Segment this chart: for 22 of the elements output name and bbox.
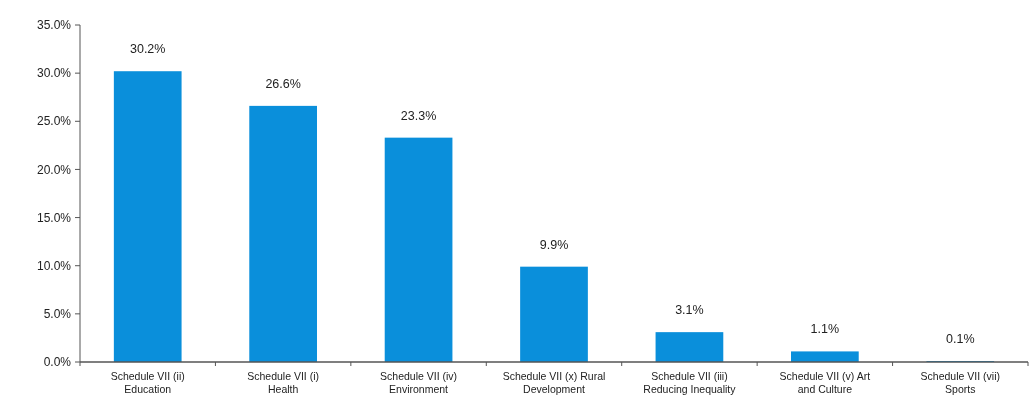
x-tick-label: Schedule VII (iii) Reducing Inequality	[643, 370, 737, 395]
x-tick-label: Schedule VII (i) Health	[247, 370, 320, 395]
data-label: 0.1%	[946, 332, 975, 347]
y-tick-label: 30.0%	[36, 66, 72, 81]
y-tick-label: 20.0%	[36, 162, 72, 177]
data-label: 1.1%	[810, 322, 840, 337]
y-tick-label: 0.0%	[43, 355, 72, 370]
data-label: 23.3%	[400, 108, 437, 123]
y-tick-label: 35.0%	[36, 18, 72, 33]
data-label: 30.2%	[129, 42, 166, 57]
x-tick-label: Schedule VII (v) Art and Culture	[779, 370, 871, 395]
x-tick-label: Schedule VII (ii) Education	[110, 370, 185, 395]
x-tick-label: Schedule VII (vii) Sports	[920, 370, 1000, 395]
y-tick-label: 5.0%	[43, 307, 72, 322]
x-tick-label: Schedule VII (iv) Environment	[380, 370, 458, 395]
y-tick-label: 25.0%	[36, 114, 72, 129]
data-label: 26.6%	[265, 76, 301, 91]
data-label: 3.1%	[675, 303, 704, 318]
y-tick-label: 15.0%	[36, 210, 72, 225]
y-tick-label: 10.0%	[36, 258, 72, 273]
x-tick-label: Schedule VII (x) Rural Development	[502, 370, 606, 395]
data-label: 9.9%	[539, 237, 569, 252]
